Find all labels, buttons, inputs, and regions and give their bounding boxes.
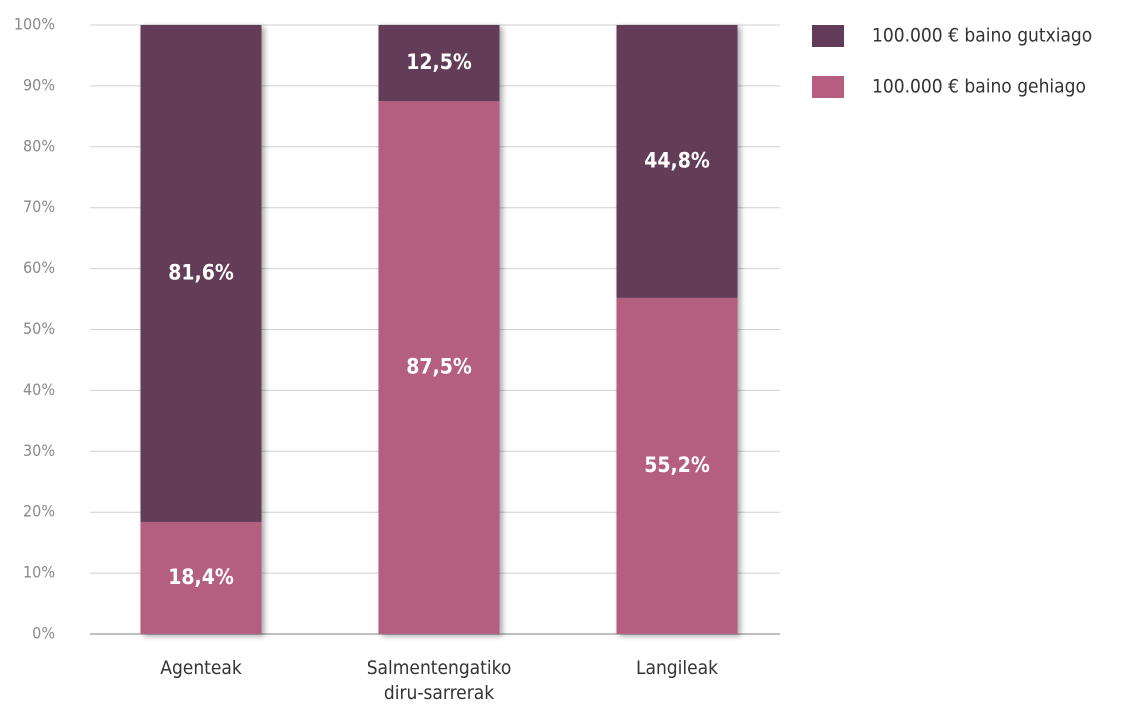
x-tick-label: Salmentengatiko diru-sarrerak [366,657,512,704]
value-label: 87,5% [406,355,472,379]
bar-segment [616,297,738,634]
bar-stack [378,25,500,634]
y-tick-label: 60% [23,258,55,277]
y-tick-label: 10% [23,563,55,582]
legend-swatch [812,76,844,98]
value-label: 18,4% [168,565,234,589]
bar-segment [378,25,500,102]
y-tick-label: 40% [23,380,55,399]
y-tick-label: 80% [23,136,55,155]
x-tick-label: Langileak [635,657,719,679]
y-tick-label: 30% [23,441,55,460]
y-tick-label: 70% [23,197,55,216]
bar-segment [378,101,500,634]
y-tick-label: 50% [23,319,55,338]
bar-stack [140,25,262,634]
y-tick-label: 100% [14,15,55,34]
y-tick-label: 20% [23,502,55,521]
x-tick-label: Agenteak [160,657,242,679]
bar-segment [140,521,262,634]
value-label: 81,6% [168,260,234,284]
value-label: 12,5% [406,50,472,74]
value-label: 55,2% [644,453,710,477]
bar-segment [616,25,738,298]
bar-stack [616,25,738,634]
legend-swatch [812,25,844,47]
value-label: 44,8% [644,148,710,172]
y-tick-label: 90% [23,75,55,94]
bar-segment [140,25,262,522]
legend-label: 100.000 € baino gutxiago [872,25,1092,47]
legend-label: 100.000 € baino gehiago [872,76,1086,98]
y-tick-label: 0% [32,624,55,643]
